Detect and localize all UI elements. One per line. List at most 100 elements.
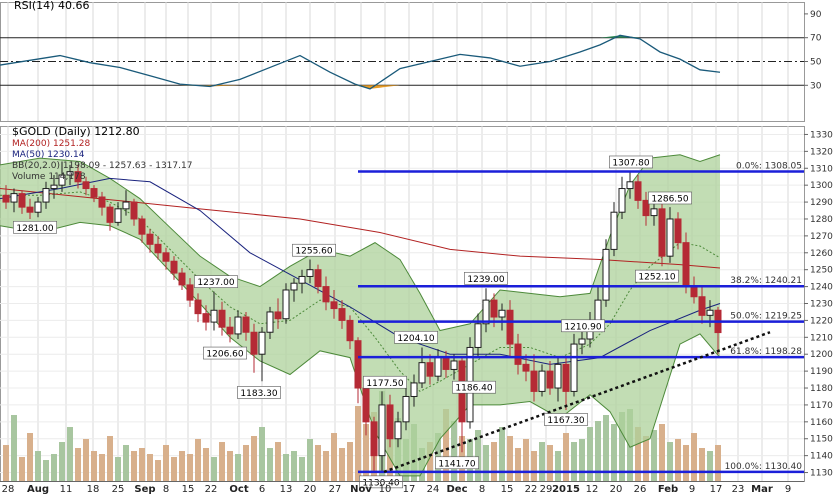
price-title: $GOLD (Daily) 1212.80 bbox=[12, 125, 140, 138]
volume-bar-31 bbox=[251, 436, 257, 481]
rsi-line bbox=[0, 34, 721, 90]
x-tick-label-31: Mar bbox=[751, 484, 773, 495]
candle-body-3 bbox=[26, 206, 34, 213]
volume-bar-32 bbox=[259, 427, 265, 481]
volume-bar-64 bbox=[515, 448, 521, 481]
candle-body-44 bbox=[354, 340, 362, 389]
price-tick-label-13: 1260 bbox=[810, 249, 833, 259]
price-label-box-15 bbox=[635, 269, 679, 283]
volume-bar-3 bbox=[27, 433, 33, 481]
volume-bar-39 bbox=[315, 445, 321, 481]
price-label-12: 1167.30 bbox=[544, 413, 588, 426]
volume-bar-62 bbox=[499, 427, 505, 481]
candle-body-81 bbox=[650, 208, 658, 217]
volume-bar-10 bbox=[83, 439, 89, 481]
candle-body-23 bbox=[186, 284, 194, 301]
volume-bar-2 bbox=[19, 457, 25, 481]
rsi-tick-label-3: 90 bbox=[810, 10, 822, 20]
price-tick-label-15: 1280 bbox=[810, 215, 833, 225]
price-label-text-13: 1307.80 bbox=[612, 158, 649, 168]
candle-body-69 bbox=[554, 363, 562, 389]
volume-bar-86 bbox=[691, 433, 697, 481]
price-label-box-5 bbox=[363, 375, 407, 389]
candle-body-86 bbox=[690, 286, 698, 298]
price-tick-label-18: 1310 bbox=[810, 164, 833, 174]
price-label-text-10: 1239.00 bbox=[467, 275, 504, 285]
candle-body-9 bbox=[74, 171, 82, 183]
candle-body-47 bbox=[378, 404, 386, 457]
x-tick-label-9: Oct bbox=[229, 484, 248, 495]
candle-body-76 bbox=[610, 211, 618, 250]
price-label-box-0 bbox=[13, 220, 57, 234]
fib-label-0: 0.0%: 1308.05 bbox=[736, 162, 802, 172]
rsi-title: RSI(14) 40.66 bbox=[14, 0, 89, 12]
candle-body-55 bbox=[442, 357, 450, 370]
volume-bar-89 bbox=[715, 445, 721, 481]
volume-bar-37 bbox=[299, 457, 305, 481]
price-tick-label-0: 1130 bbox=[810, 469, 833, 479]
x-tick-label-30: 23 bbox=[732, 484, 745, 495]
price-tick-label-2: 1150 bbox=[810, 435, 833, 445]
volume-bar-6 bbox=[51, 454, 57, 481]
candle-body-42 bbox=[338, 308, 346, 321]
candle-body-37 bbox=[298, 275, 306, 284]
price-tick-label-19: 1320 bbox=[810, 147, 833, 157]
volume-bar-75 bbox=[603, 415, 609, 481]
volume-bar-21 bbox=[171, 457, 177, 481]
candle-body-88 bbox=[706, 309, 714, 316]
volume-bar-34 bbox=[275, 442, 281, 481]
legend-bb: BB(20,2.0) 1198.09 - 1257.63 - 1317.17 bbox=[12, 161, 192, 171]
volume-bar-1 bbox=[11, 415, 17, 481]
candle-body-80 bbox=[642, 199, 650, 217]
candle-body-12 bbox=[98, 196, 106, 208]
candle-body-53 bbox=[426, 362, 434, 377]
candle-body-39 bbox=[314, 269, 322, 288]
candle-body-66 bbox=[530, 370, 538, 392]
fib-label-2: 50.0%: 1219.25 bbox=[730, 312, 802, 322]
fib-label-3: 61.8%: 1198.28 bbox=[730, 347, 802, 357]
candle-body-25 bbox=[202, 313, 210, 323]
candle-body-19 bbox=[154, 243, 162, 254]
volume-bar-82 bbox=[659, 424, 665, 481]
candle-body-67 bbox=[538, 370, 546, 392]
legend-ma50: MA(50) 1230.14 bbox=[12, 150, 85, 160]
candle-body-59 bbox=[474, 323, 482, 348]
x-tick-label-24: 12 bbox=[586, 484, 599, 495]
candle-body-75 bbox=[602, 248, 610, 301]
volume-bar-63 bbox=[507, 436, 513, 481]
candle-body-14 bbox=[114, 208, 122, 223]
candle-body-72 bbox=[578, 338, 586, 345]
price-label-1: 1237.00 bbox=[194, 275, 238, 288]
candle-body-13 bbox=[106, 206, 114, 223]
volume-bar-88 bbox=[707, 451, 713, 481]
bollinger-band-fill bbox=[0, 154, 720, 476]
price-tick-label-20: 1330 bbox=[810, 130, 833, 140]
x-tick-label-4: 25 bbox=[112, 484, 125, 495]
candle-body-54 bbox=[434, 357, 442, 377]
price-tick-label-9: 1220 bbox=[810, 316, 833, 326]
price-label-5: 1177.50 bbox=[363, 375, 407, 389]
volume-bar-27 bbox=[219, 442, 225, 481]
price-label-9: 1141.70 bbox=[435, 456, 479, 469]
volume-bar-68 bbox=[547, 445, 553, 481]
price-label-text-0: 1281.00 bbox=[16, 224, 53, 234]
price-label-text-12: 1167.30 bbox=[547, 416, 584, 426]
volume-bar-61 bbox=[491, 442, 497, 481]
x-tick-label-13: 27 bbox=[329, 484, 342, 495]
volume-bar-74 bbox=[595, 421, 601, 481]
price-label-box-2 bbox=[203, 346, 247, 360]
volume-bar-23 bbox=[187, 454, 193, 481]
volume-bar-53 bbox=[427, 442, 433, 481]
price-label-text-14: 1286.50 bbox=[651, 194, 688, 204]
candle-body-51 bbox=[410, 382, 418, 397]
volume-bar-35 bbox=[283, 454, 289, 481]
candle-body-35 bbox=[282, 289, 290, 320]
price-label-text-1: 1237.00 bbox=[197, 278, 234, 288]
x-tick-label-5: Sep bbox=[134, 484, 155, 495]
price-label-text-6: 1130.40 bbox=[362, 478, 399, 488]
volume-bar-83 bbox=[667, 442, 673, 481]
price-label-text-2: 1206.60 bbox=[206, 350, 243, 360]
x-tick-label-18: Dec bbox=[446, 484, 467, 495]
candle-body-4 bbox=[34, 201, 42, 213]
x-tick-label-6: 8 bbox=[163, 484, 169, 495]
